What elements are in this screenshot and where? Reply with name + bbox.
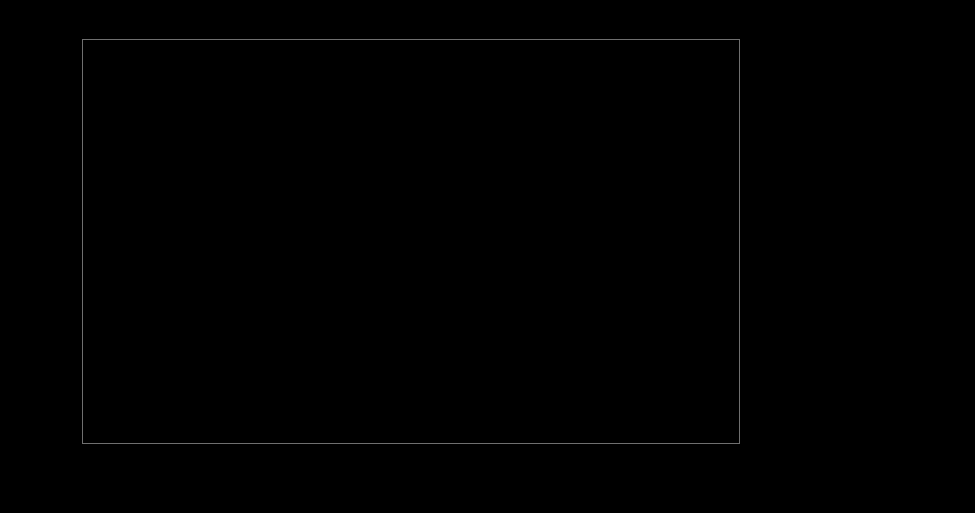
plot-area bbox=[82, 39, 740, 444]
